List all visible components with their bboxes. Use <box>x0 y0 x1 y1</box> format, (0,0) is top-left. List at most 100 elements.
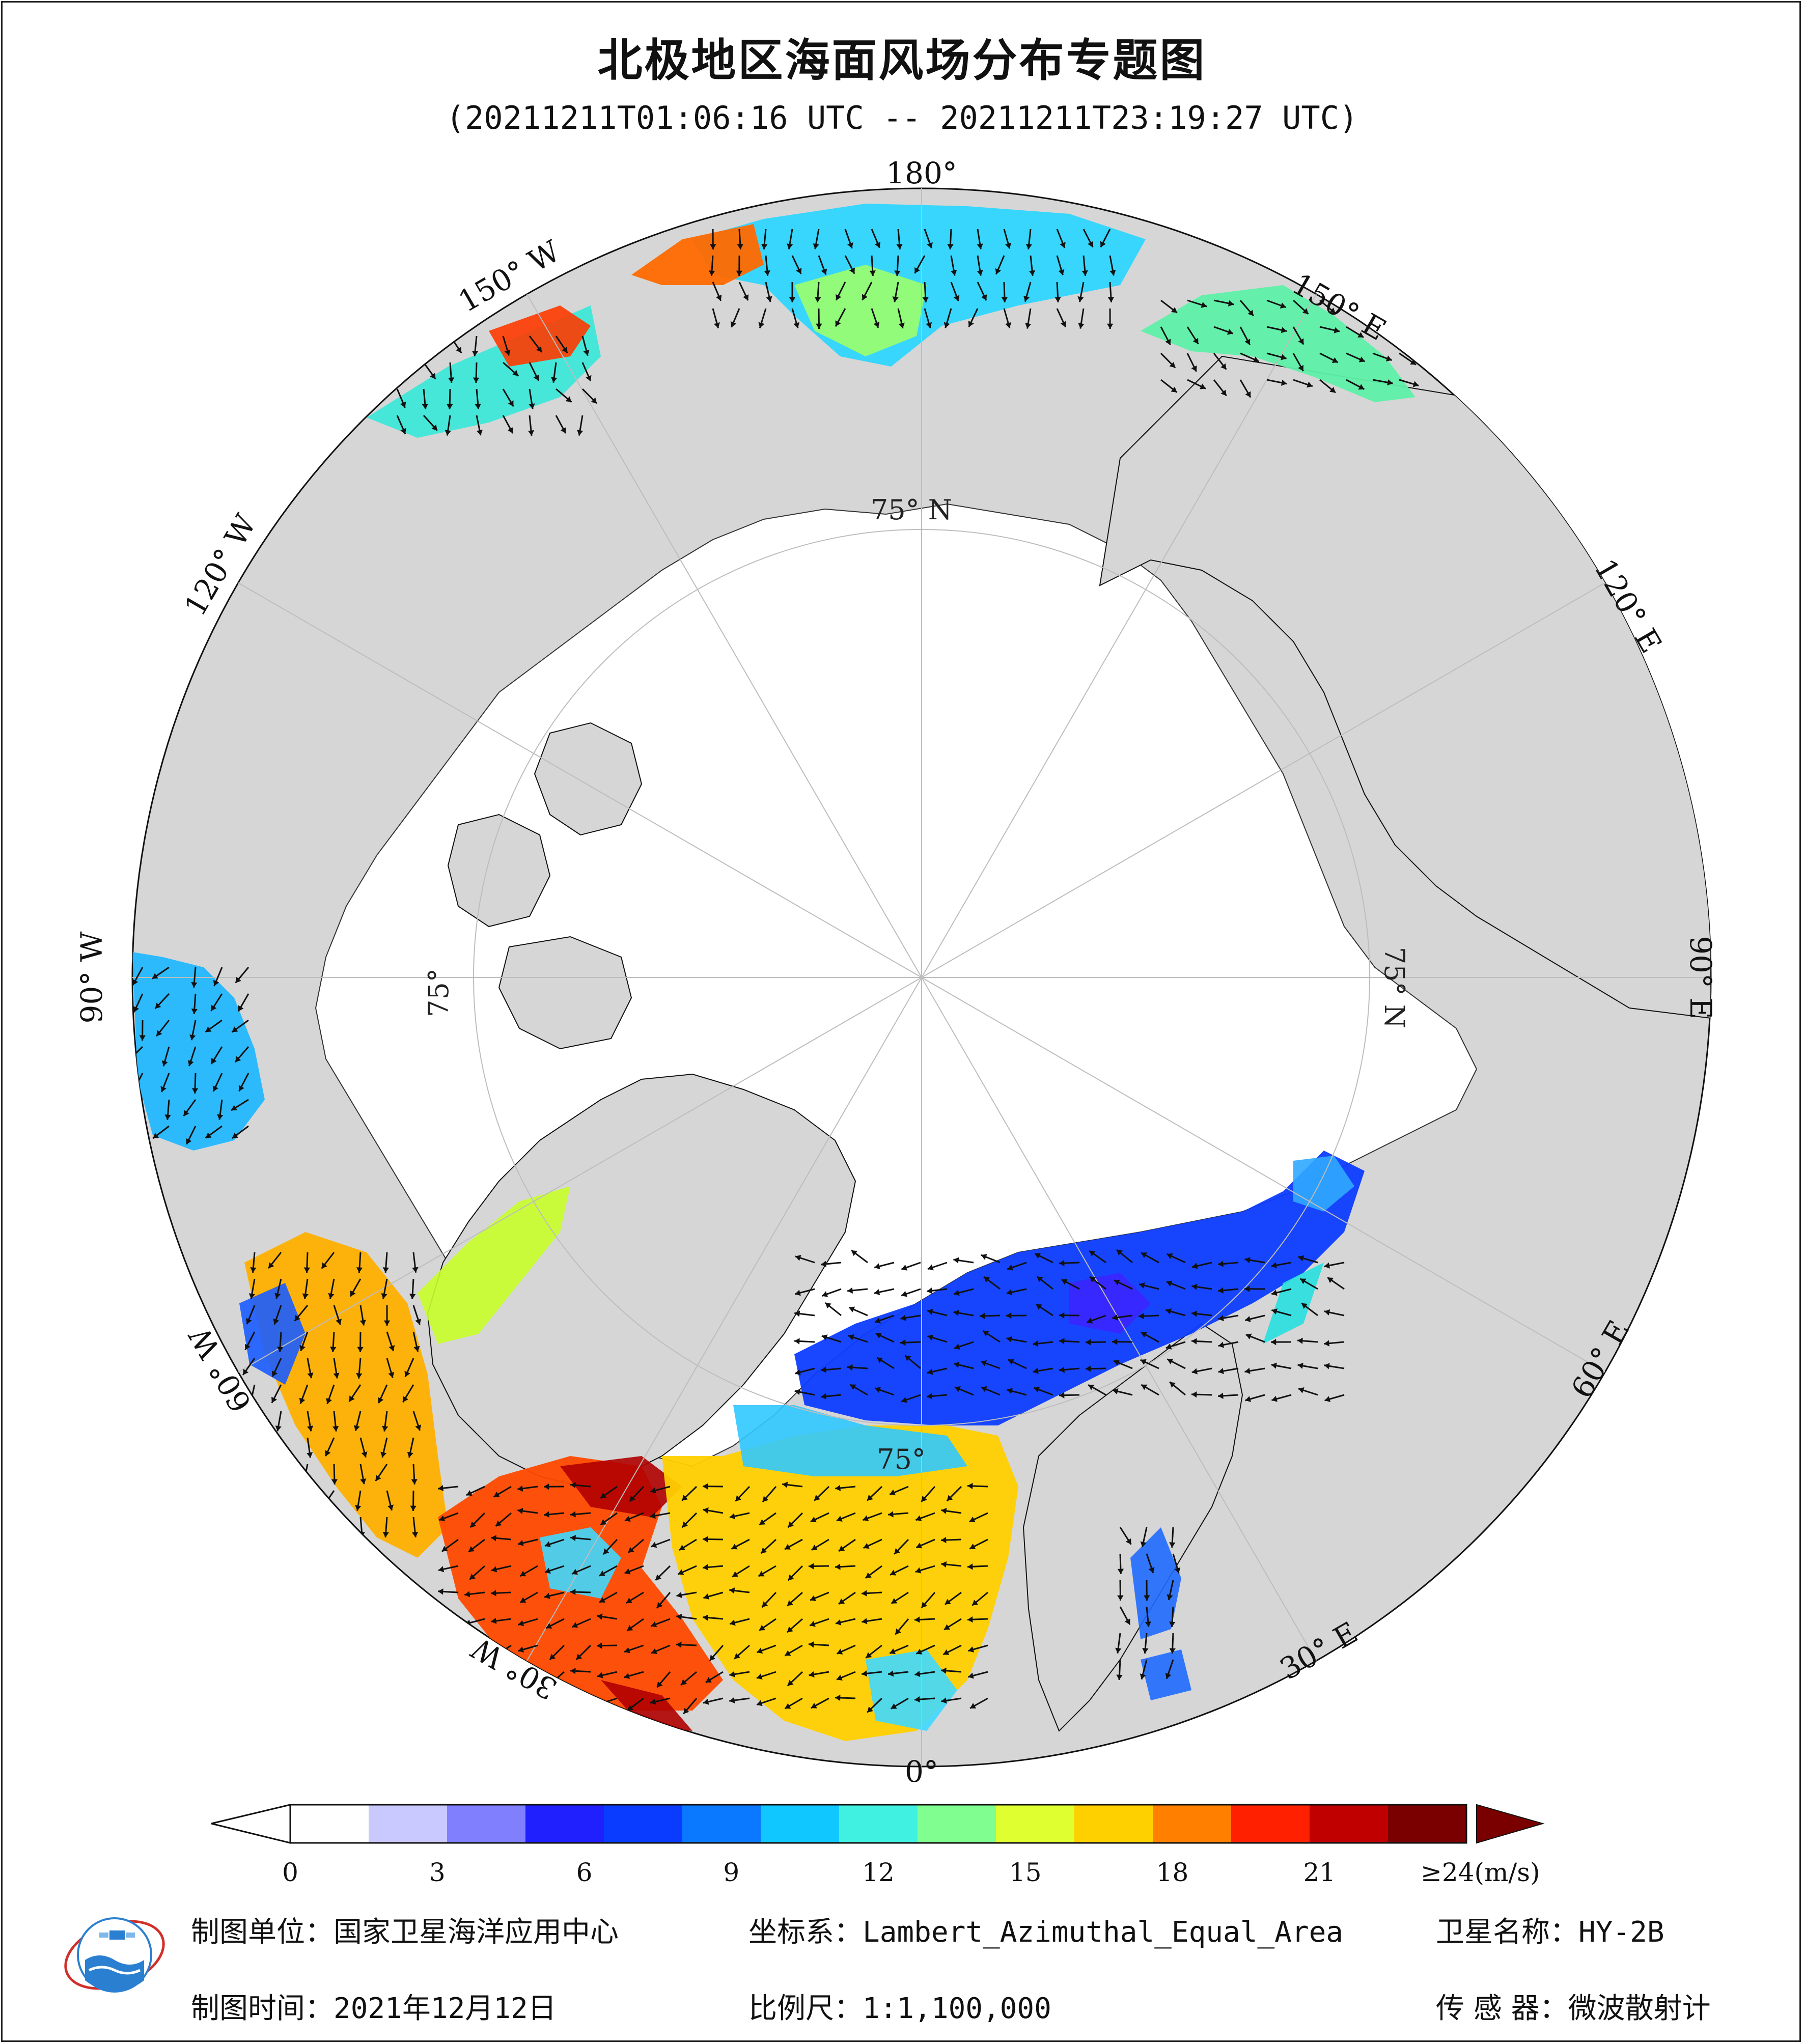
wind-arrow-head <box>404 1370 410 1377</box>
wind-arrow-head <box>788 1521 794 1528</box>
wind-arrow-head <box>244 1343 251 1350</box>
wind-arrow-head <box>1334 327 1340 333</box>
wind-arrow-head <box>1059 1338 1065 1345</box>
wind-arrow-head <box>836 1619 842 1626</box>
wind-arrow-head <box>1088 1384 1095 1390</box>
footer-date-label: 制图时间： <box>191 1992 334 2025</box>
wind-arrow-head <box>703 1614 708 1621</box>
wind-arrow-head <box>954 1290 960 1296</box>
wind-arrow-head <box>152 973 158 979</box>
wind-arrow-head <box>866 1652 872 1658</box>
wind-arrow-head <box>464 1591 470 1598</box>
wind-arrow-head <box>517 1485 523 1492</box>
wind-arrow-head <box>1166 1280 1173 1287</box>
wind-arrow-head <box>1117 1595 1124 1601</box>
wind-arrow-head <box>1201 302 1207 308</box>
wind-arrow-head <box>682 1495 688 1501</box>
wind-arrow-head <box>205 1132 212 1138</box>
wind-arrow-head <box>811 1545 818 1550</box>
wind-arrow-head <box>1081 270 1088 276</box>
wind-arrow-head <box>307 1425 314 1432</box>
wind-arrow-head <box>1253 356 1259 362</box>
wind-arrow-head <box>862 294 868 300</box>
wind-arrow-head <box>189 1034 196 1041</box>
wind-arrow-head <box>849 267 855 274</box>
wind-arrow-head <box>544 1483 549 1490</box>
wind-arrow-head <box>736 270 742 276</box>
wind-arrow-head <box>922 297 929 302</box>
wind-arrow-head <box>650 1698 656 1705</box>
wind-arrow-head <box>788 1574 794 1581</box>
wind-arrow-head <box>729 1697 735 1704</box>
colorbar-tick-label: 18 <box>1156 1858 1189 1887</box>
wind-arrow-head <box>238 1085 244 1091</box>
wind-arrow-head <box>848 1334 854 1340</box>
wind-arrow-head <box>787 1626 793 1633</box>
wind-arrow-head <box>1298 1255 1305 1262</box>
wind-arrow-head <box>981 294 987 301</box>
wind-arrow-head <box>795 1290 801 1296</box>
wind-arrow-head <box>984 1276 990 1283</box>
wind-arrow-head <box>1271 1395 1278 1402</box>
wind-arrow-head <box>867 1706 873 1713</box>
wind-arrow-head <box>679 1545 685 1551</box>
wind-arrow-head <box>400 401 406 408</box>
wind-arrow-head <box>789 297 796 302</box>
wind-arrow-head <box>1008 1359 1014 1365</box>
wind-arrow-head <box>235 1056 241 1062</box>
wind-arrow-head <box>183 1110 189 1116</box>
wind-arrow-head <box>822 1291 828 1297</box>
wind-arrow-head <box>357 1347 364 1352</box>
wind-arrow-head <box>967 1482 973 1490</box>
wind-arrow-head <box>212 1085 218 1092</box>
wind-arrow-head <box>756 1673 763 1680</box>
wind-arrow-head <box>577 430 584 436</box>
wind-arrow-head <box>1271 1308 1278 1315</box>
wind-arrow-head <box>955 1386 961 1392</box>
polar-map: 180° 150° E 120° E 90° E 60° E 30° E 0° … <box>74 156 1718 1782</box>
wind-arrow-head <box>968 1646 975 1653</box>
wind-arrow-head <box>953 1309 959 1317</box>
wind-arrow-head <box>914 1616 920 1623</box>
wind-arrow-head <box>1245 1396 1252 1403</box>
wind-arrow-head <box>953 1257 959 1264</box>
wind-arrow-head <box>891 1598 898 1604</box>
wind-arrow-head <box>729 1671 735 1677</box>
wind-arrow-head <box>1244 1367 1251 1374</box>
colorbar-cell <box>761 1805 840 1843</box>
wind-arrow-head <box>1218 1261 1224 1267</box>
colorbar-cell <box>290 1805 369 1843</box>
wind-arrow-head <box>400 428 406 434</box>
wind-arrow-head <box>191 982 198 988</box>
wind-arrow-head <box>873 322 880 328</box>
wind-arrow-head <box>1007 1264 1013 1271</box>
colorbar-tick-label: 15 <box>1009 1858 1042 1887</box>
wind-arrow-head <box>761 1547 767 1554</box>
lat-label-bottom: 75° <box>877 1443 926 1475</box>
wind-arrow-head <box>1301 1303 1308 1309</box>
colorbar-cell <box>1231 1805 1310 1843</box>
wind-arrow-head <box>235 976 241 983</box>
wind-arrow-head <box>850 1384 856 1390</box>
wind-arrow-head <box>600 1493 607 1499</box>
wind-arrow-head <box>1089 1250 1096 1256</box>
wind-arrow-head <box>737 244 743 249</box>
colorbar-cell <box>1388 1805 1467 1843</box>
wind-arrow-head <box>299 1345 306 1351</box>
wind-arrow-head <box>591 397 597 404</box>
wind-arrow-head <box>916 1648 923 1655</box>
wind-arrow-head <box>1324 1309 1330 1315</box>
colorbar-ticks: 0 3 6 9 12 15 18 21 <box>282 1858 1336 1887</box>
wind-arrow-head <box>651 1621 657 1628</box>
wind-arrow-head <box>412 1531 419 1537</box>
wind-arrow-head <box>943 322 950 328</box>
wind-arrow-head <box>1281 327 1287 333</box>
wind-arrow-head <box>810 1517 817 1523</box>
wind-arrow-head <box>896 244 903 249</box>
wind-arrow-head <box>1298 1387 1305 1393</box>
wind-arrow-head <box>321 1262 327 1269</box>
wind-arrow-head <box>1037 1276 1043 1282</box>
wind-arrow-head <box>977 243 983 249</box>
wind-arrow-head <box>657 1681 663 1688</box>
wind-arrow-head <box>1169 361 1176 368</box>
